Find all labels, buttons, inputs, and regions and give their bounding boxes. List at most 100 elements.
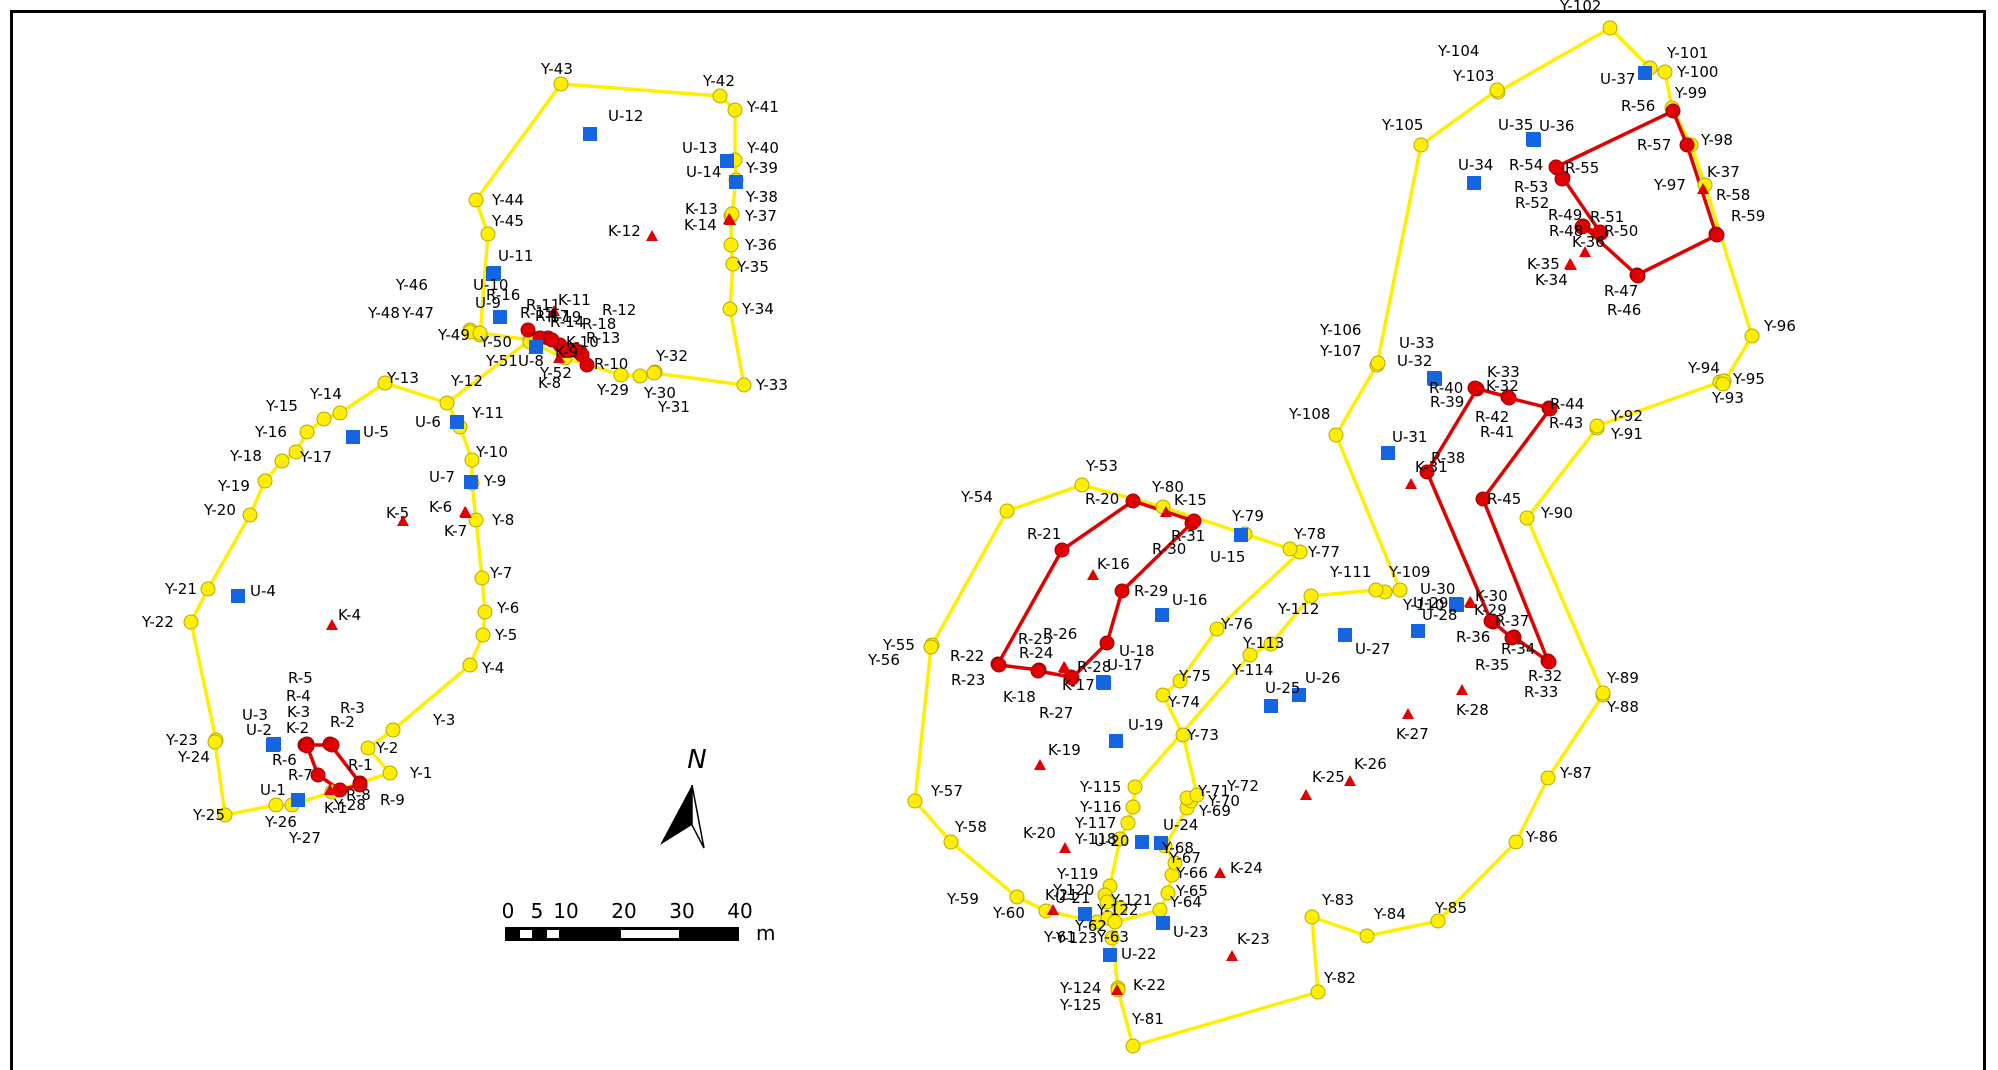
marker-k-33 [1503, 392, 1515, 403]
marker-y-108 [1328, 427, 1344, 443]
marker-u-16 [1155, 608, 1169, 622]
marker-y-121 [1099, 894, 1115, 910]
label-r-20: R-20 [1085, 490, 1119, 508]
label-y-105: Y-105 [1381, 116, 1423, 134]
label-r-31: R-31 [1171, 527, 1205, 545]
marker-r-59 [1709, 227, 1725, 243]
label-r-11: R-11 [526, 296, 560, 314]
marker-k-18 [1059, 662, 1071, 673]
marker-y-113 [1263, 636, 1279, 652]
label-y-57: Y-57 [930, 782, 963, 800]
label-r-1: R-1 [348, 756, 373, 774]
scale-unit: m [756, 921, 775, 945]
label-r-5: R-5 [288, 669, 313, 687]
label-k-11: K-11 [558, 291, 591, 309]
label-r-18: R-18 [582, 315, 616, 333]
marker-u-15 [1234, 528, 1248, 542]
label-r-38: R-38 [1431, 449, 1465, 467]
label-y-13: Y-13 [386, 369, 419, 387]
marker-k-11 [548, 305, 560, 316]
marker-y-81 [1125, 1038, 1141, 1054]
marker-r-55 [1548, 159, 1564, 175]
label-y-86: Y-86 [1525, 828, 1558, 846]
label-y-89: Y-89 [1606, 669, 1639, 687]
label-y-21: Y-21 [164, 580, 197, 598]
label-u-6: U-6 [415, 413, 441, 431]
marker-y-29 [613, 367, 629, 383]
label-r-29: R-29 [1134, 582, 1168, 600]
north-label: N [687, 745, 706, 775]
label-u-32: U-32 [1397, 352, 1432, 370]
point-labels: Y-1Y-2Y-3Y-4Y-5Y-6Y-7Y-8Y-9Y-10Y-11Y-12Y… [141, 0, 1796, 1028]
label-y-55: Y-55 [882, 636, 915, 654]
label-y-91: Y-91 [1610, 425, 1643, 443]
label-u-35: U-35 [1498, 116, 1533, 134]
label-r-23: R-23 [951, 671, 985, 689]
marker-y-3 [385, 722, 401, 738]
marker-y-117 [1120, 815, 1136, 831]
marker-k-19 [1034, 759, 1046, 770]
label-k-31: K-31 [1415, 458, 1448, 476]
marker-y-85 [1430, 913, 1446, 929]
marker-r-3 [324, 737, 340, 753]
label-k-18: K-18 [1003, 688, 1036, 706]
label-u-17: U-17 [1107, 656, 1142, 674]
label-y-20: Y-20 [203, 501, 236, 519]
label-r-7: R-7 [288, 766, 313, 784]
label-y-93: Y-93 [1711, 389, 1744, 407]
marker-y-43 [553, 76, 569, 92]
label-k-15: K-15 [1174, 491, 1207, 509]
marker-y-41 [727, 102, 743, 118]
marker-k-5 [397, 515, 409, 526]
marker-u-25 [1264, 699, 1278, 713]
label-r-58: R-58 [1716, 186, 1750, 204]
label-y-33: Y-33 [755, 376, 788, 394]
north-arrow: N [660, 745, 707, 849]
marker-k-23 [1226, 950, 1238, 961]
label-u-19: U-19 [1128, 716, 1163, 734]
marker-k-31 [1405, 478, 1417, 489]
label-y-52: Y-52 [539, 364, 572, 382]
label-k-7: K-7 [444, 522, 467, 540]
marker-y-30 [632, 368, 648, 384]
marker-y-6 [477, 604, 493, 620]
label-u-4: U-4 [250, 582, 276, 600]
label-y-88: Y-88 [1606, 698, 1639, 716]
label-y-44: Y-44 [491, 191, 524, 209]
label-y-50: Y-50 [479, 333, 512, 351]
label-y-63: Y-63 [1096, 928, 1129, 946]
label-k-1: K-1 [324, 799, 347, 817]
marker-y-65 [1160, 885, 1176, 901]
marker-r-29 [1114, 583, 1130, 599]
label-k-35: K-35 [1527, 255, 1560, 273]
marker-u-27 [1338, 628, 1352, 642]
label-r-14: R-14 [550, 313, 584, 331]
label-r-56: R-56 [1621, 97, 1655, 115]
marker-u-13 [720, 154, 734, 168]
label-y-104: Y-104 [1437, 42, 1479, 60]
marker-y-67 [1167, 855, 1183, 871]
label-y-65: Y-65 [1175, 882, 1208, 900]
label-r-36: R-36 [1456, 628, 1490, 646]
marker-y-45 [480, 226, 496, 242]
label-r-19: R-19 [547, 308, 581, 326]
marker-u-36 [1527, 133, 1541, 147]
label-u-22: U-22 [1121, 945, 1156, 963]
label-y-51: Y-51 [485, 352, 518, 370]
label-k-30: K-30 [1475, 587, 1508, 605]
label-k-4: K-4 [338, 606, 361, 624]
label-r-59: R-59 [1731, 207, 1765, 225]
label-k-9: K-9 [555, 343, 578, 361]
label-r-4: R-4 [286, 687, 311, 705]
label-y-124: Y-124 [1059, 979, 1101, 997]
label-y-73: Y-73 [1186, 726, 1219, 744]
label-y-47: Y-47 [401, 304, 434, 322]
label-y-121: Y-121 [1110, 891, 1152, 909]
label-y-114: Y-114 [1231, 661, 1273, 679]
north-arrow-right-half [691, 784, 705, 849]
marker-r-35 [1504, 630, 1520, 646]
label-y-29: Y-29 [596, 381, 629, 399]
label-y-1: Y-1 [409, 764, 432, 782]
label-u-30: U-30 [1420, 580, 1455, 598]
label-k-37: K-37 [1707, 163, 1740, 181]
